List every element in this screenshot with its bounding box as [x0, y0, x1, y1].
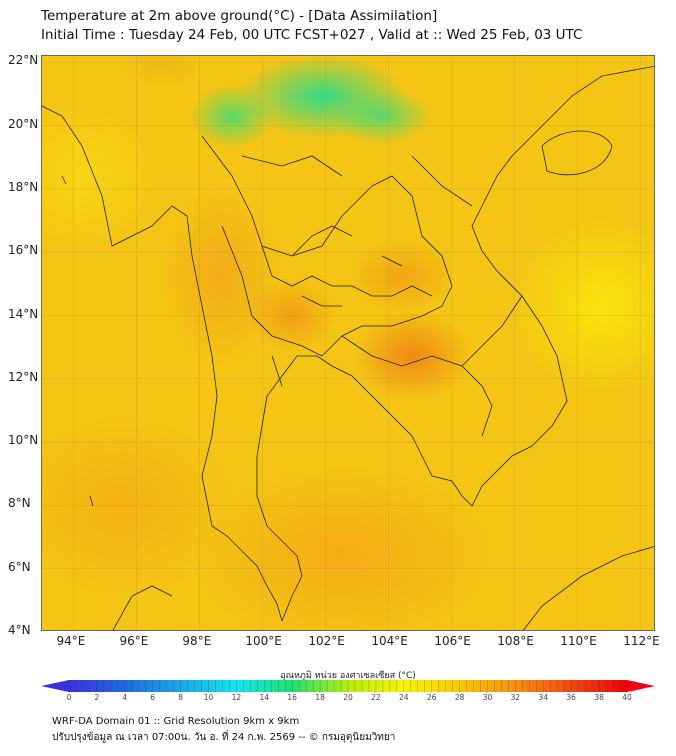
lon-tick-label: 98°E [182, 634, 212, 648]
lat-tick-label: 8°N [8, 496, 31, 511]
colorbar-tick-label: 0 [66, 693, 72, 702]
colorbar-tick-label: 22 [371, 693, 381, 702]
colorbar-gradient [69, 680, 627, 692]
colorbar-label: อุณหภูมิ หน่วย องศาเซลเซียส (°C) [280, 671, 416, 681]
lat-tick-label: 22°N [8, 53, 39, 68]
lat-tick-label: 10°N [8, 433, 39, 448]
map-overlay [42, 56, 654, 630]
colorbar-tick-label: 34 [538, 693, 549, 702]
colorbar-tick-label: 8 [178, 693, 183, 702]
lon-tick-label: 108°E [497, 634, 534, 648]
lon-tick-label: 100°E [245, 634, 282, 648]
colorbar-tick-label: 10 [203, 693, 214, 702]
lat-tick-label: 18°N [8, 179, 39, 194]
lon-tick-label: 110°E [560, 634, 597, 648]
footer-update-info: ปรับปรุงข้อมูล ณ เวลา 07:00น. วัน อ. ที่… [52, 732, 396, 743]
colorbar-tick-label: 6 [150, 693, 156, 702]
lon-tick-label: 112°E [623, 634, 660, 648]
lon-tick-label: 106°E [434, 634, 471, 648]
colorbar-tick-label: 4 [122, 693, 128, 702]
lat-tick-label: 14°N [8, 306, 39, 321]
lat-tick-label: 16°N [8, 243, 39, 258]
colorbar-tick-label: 38 [594, 693, 604, 702]
lon-tick-label: 102°E [308, 634, 345, 648]
colorbar-tick-label: 40 [622, 693, 632, 702]
colorbar-tick-label: 2 [94, 693, 100, 702]
temperature-map [41, 55, 655, 631]
colorbar-max-arrow [627, 680, 655, 692]
colorbar-tick-label: 20 [343, 693, 353, 702]
colorbar-tick-label: 16 [287, 693, 297, 702]
lon-tick-label: 104°E [371, 634, 408, 648]
lon-tick-label: 96°E [119, 634, 149, 648]
lat-tick-label: 4°N [8, 623, 31, 637]
colorbar-tick-label: 26 [426, 693, 437, 702]
lat-tick-label: 20°N [8, 116, 39, 131]
colorbar-tick-label: 36 [566, 693, 576, 702]
coastlines-borders [42, 65, 654, 630]
colorbar-tick-label: 24 [399, 693, 409, 702]
lon-tick-label: 94°E [56, 634, 86, 648]
colorbar-tick-label: 28 [454, 693, 465, 702]
chart-subtitle: Initial Time : Tuesday 24 Feb, 00 UTC FC… [41, 27, 583, 43]
colorbar-tick-label: 32 [510, 693, 521, 702]
colorbar-tick-label: 12 [231, 693, 242, 702]
colorbar-tick-label: 14 [259, 693, 270, 702]
colorbar-tick-label: 18 [315, 693, 325, 702]
footer-model-info: WRF-DA Domain 01 :: Grid Resolution 9km … [52, 716, 300, 727]
chart-title: Temperature at 2m above ground(°C) - [Da… [41, 8, 438, 24]
colorbar-tick-label: 30 [482, 693, 493, 702]
lat-tick-label: 6°N [8, 559, 31, 574]
colorbar [41, 680, 655, 692]
colorbar-min-arrow [41, 680, 69, 692]
lat-tick-label: 12°N [8, 369, 39, 384]
